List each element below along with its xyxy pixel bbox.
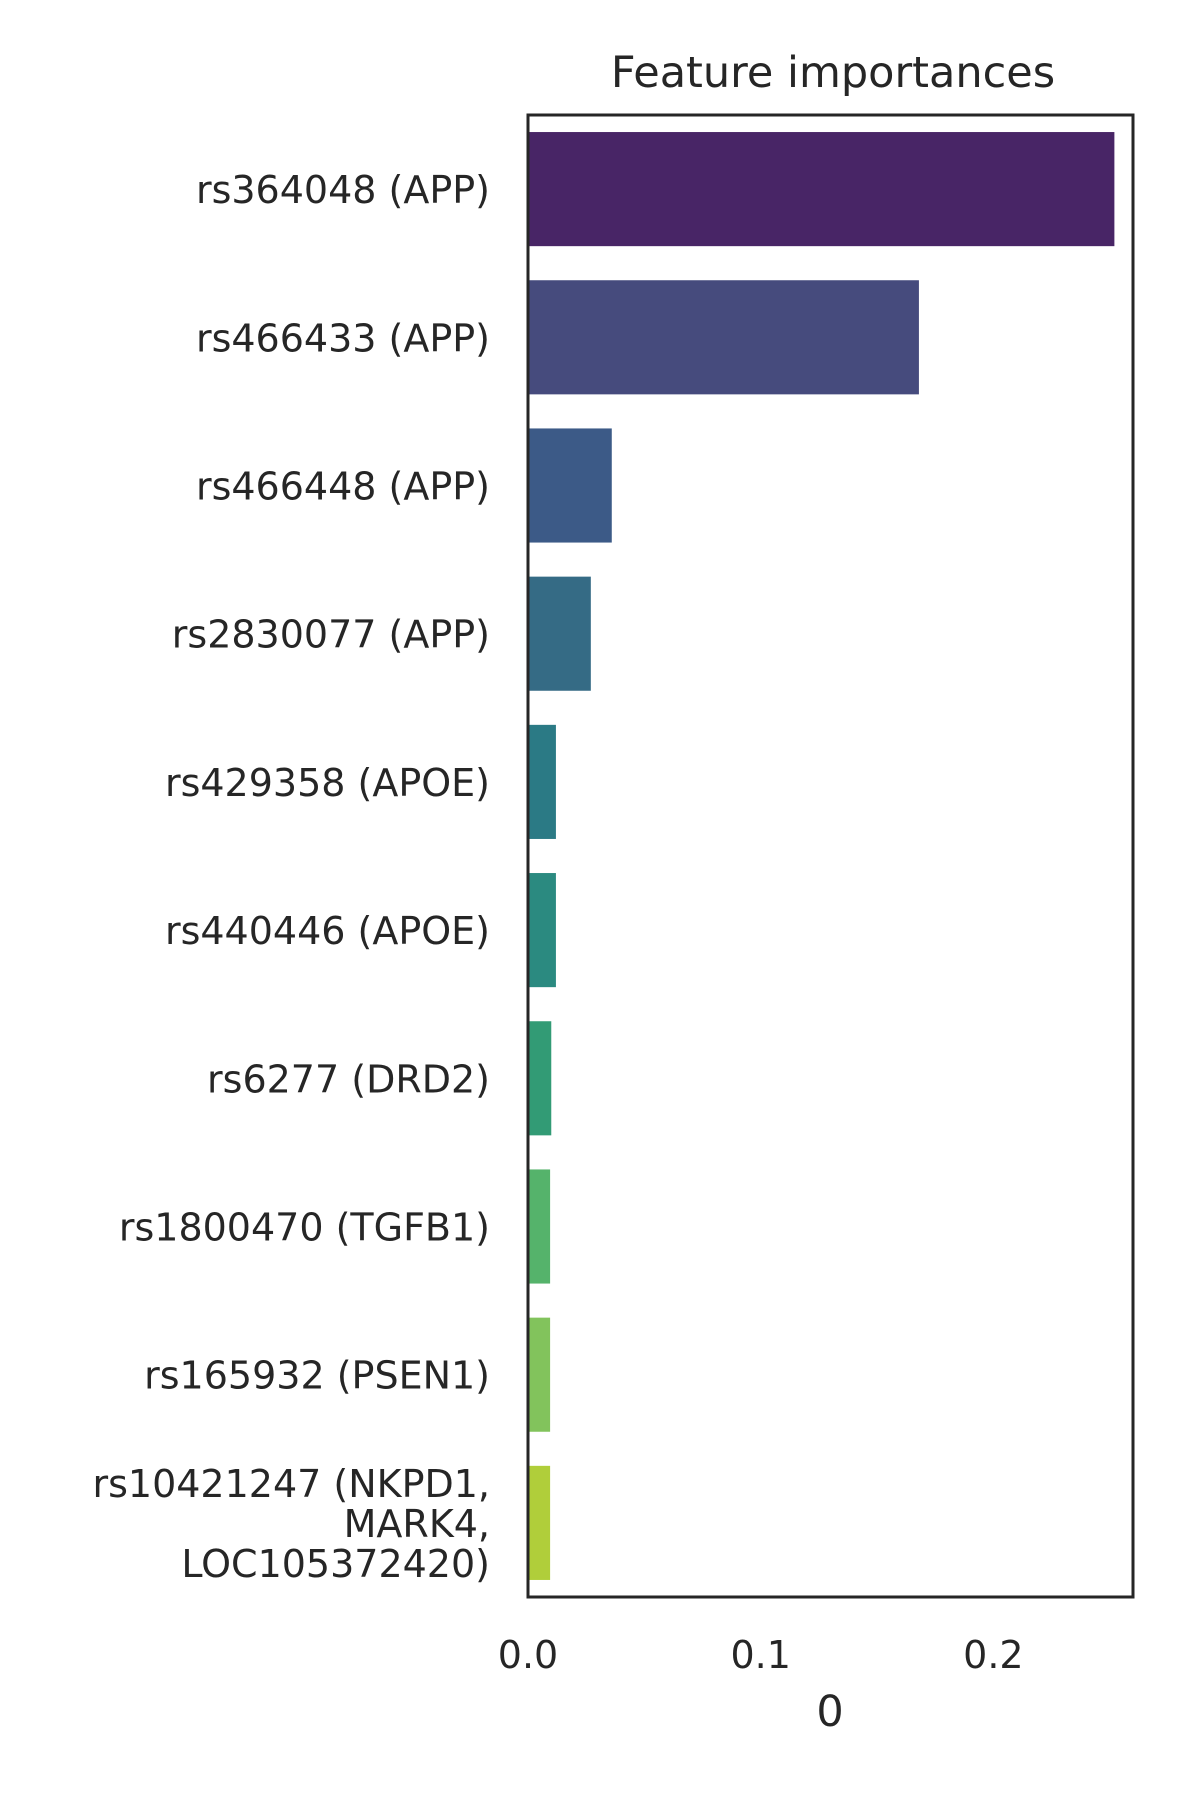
y-tick-label: rs440446 (APOE) [165,909,490,953]
x-tick-label: 0.1 [730,1633,790,1677]
y-tick-label: rs6277 (DRD2) [207,1057,490,1101]
bar [528,1169,551,1284]
bar [528,1465,551,1580]
x-tick-label: 0.2 [963,1633,1023,1677]
y-tick-label: MARK4, [344,1502,490,1546]
bar [528,724,556,839]
y-tick-label: rs466433 (APP) [196,316,490,360]
y-tick-label: rs1800470 (TGFB1) [119,1206,490,1250]
x-tick-label: 0.0 [498,1633,558,1677]
plot-frame [526,113,1135,1599]
y-tick-label: rs364048 (APP) [196,168,490,212]
y-axis-labels: rs364048 (APP) rs466433 (APP) rs466448 (AP… [92,168,490,1586]
y-tick-label: rs2830077 (APP) [172,613,490,657]
bar [528,1021,552,1136]
y-tick-label: rs165932 (PSEN1) [144,1354,490,1398]
bar [528,132,1115,247]
x-axis-ticks: 0.0 0.1 0.2 [498,1633,1024,1677]
bar [528,576,591,691]
bar [528,1317,551,1432]
bar [528,428,612,543]
bar [528,280,919,395]
y-tick-label: LOC105372420) [181,1542,490,1586]
y-tick-label: rs466448 (APP) [196,465,490,509]
bars-group [528,132,1115,1580]
y-tick-label: rs10421247 (NKPD1, [92,1462,490,1506]
x-axis-label: 0 [816,1687,843,1737]
y-tick-label: rs429358 (APOE) [165,761,490,805]
bar [528,873,556,988]
chart-title: Feature importances [611,48,1055,98]
